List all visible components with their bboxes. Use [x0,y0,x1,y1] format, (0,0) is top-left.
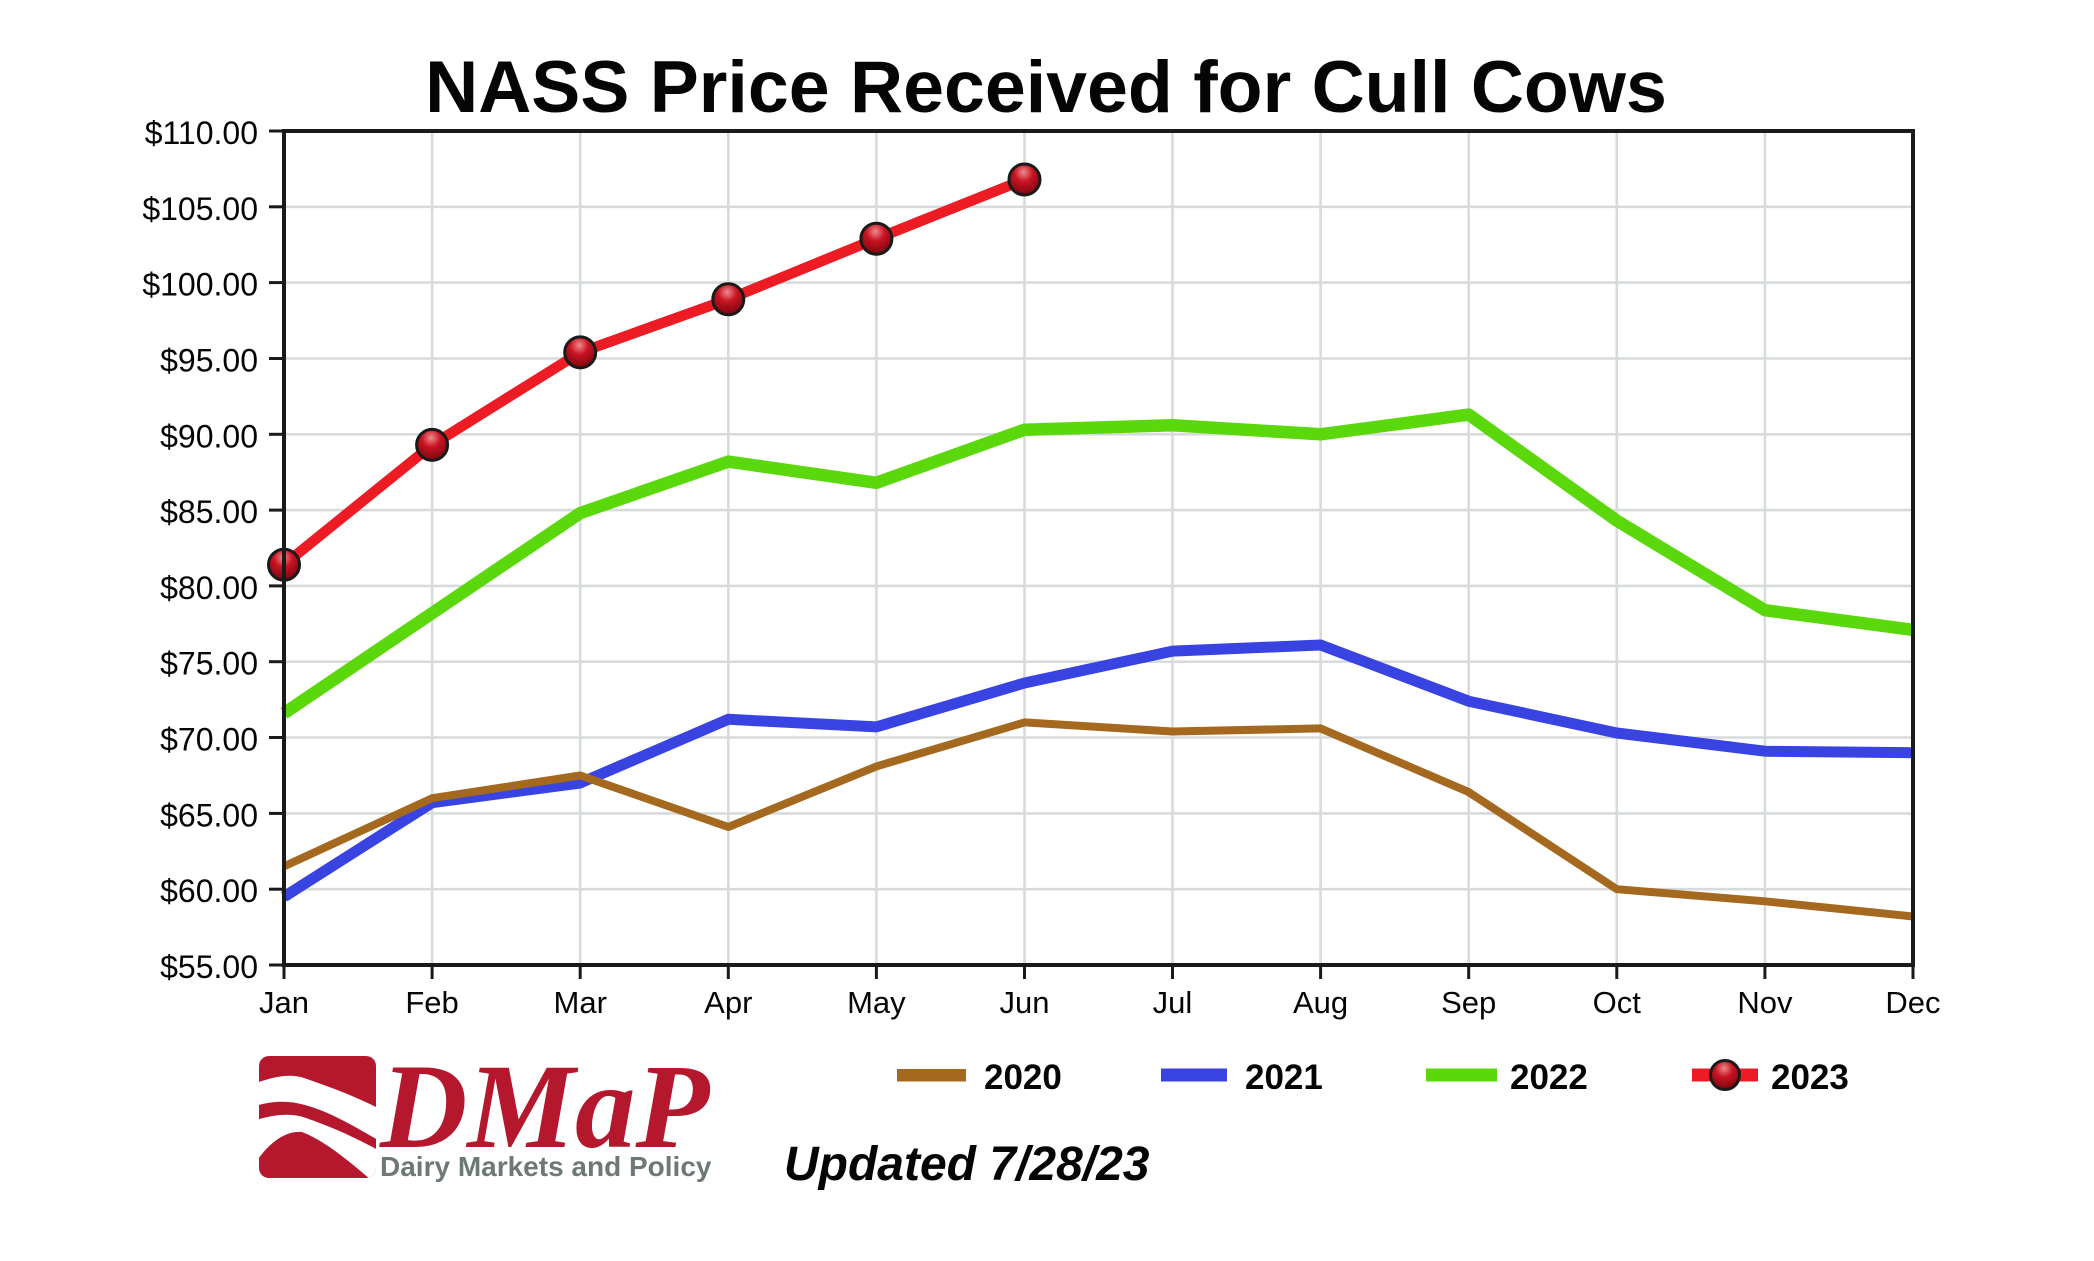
svg-text:Jun: Jun [1000,985,1050,1020]
svg-text:NASS Price Received for Cull C: NASS Price Received for Cull Cows [425,45,1667,128]
svg-text:Oct: Oct [1593,985,1642,1020]
svg-text:$110.00: $110.00 [145,115,258,151]
svg-text:DMaP: DMaP [379,1040,710,1174]
svg-text:Mar: Mar [554,985,607,1020]
svg-text:Jul: Jul [1153,985,1193,1020]
svg-text:Dairy Markets and Policy: Dairy Markets and Policy [380,1151,712,1182]
svg-text:$105.00: $105.00 [142,191,258,227]
svg-text:Dec: Dec [1885,985,1940,1020]
svg-text:Nov: Nov [1737,985,1793,1020]
svg-text:Aug: Aug [1293,985,1348,1020]
svg-text:Apr: Apr [704,985,752,1020]
svg-text:$60.00: $60.00 [160,873,258,909]
svg-text:2023: 2023 [1771,1058,1849,1097]
svg-text:$70.00: $70.00 [160,722,258,758]
svg-text:Updated 7/28/23: Updated 7/28/23 [784,1138,1150,1191]
svg-text:$100.00: $100.00 [142,267,258,303]
svg-text:$65.00: $65.00 [160,797,258,833]
svg-text:$75.00: $75.00 [160,646,258,682]
svg-text:Jan: Jan [259,985,309,1020]
svg-text:$85.00: $85.00 [160,494,258,530]
svg-text:2020: 2020 [984,1058,1062,1097]
svg-text:Feb: Feb [405,985,458,1020]
svg-text:2022: 2022 [1510,1058,1588,1097]
svg-text:Sep: Sep [1441,985,1496,1020]
svg-text:$55.00: $55.00 [160,949,258,985]
svg-text:2021: 2021 [1245,1058,1323,1097]
svg-text:$90.00: $90.00 [160,418,258,454]
svg-text:May: May [847,985,906,1020]
svg-text:$80.00: $80.00 [160,570,258,606]
svg-text:$95.00: $95.00 [160,343,258,379]
